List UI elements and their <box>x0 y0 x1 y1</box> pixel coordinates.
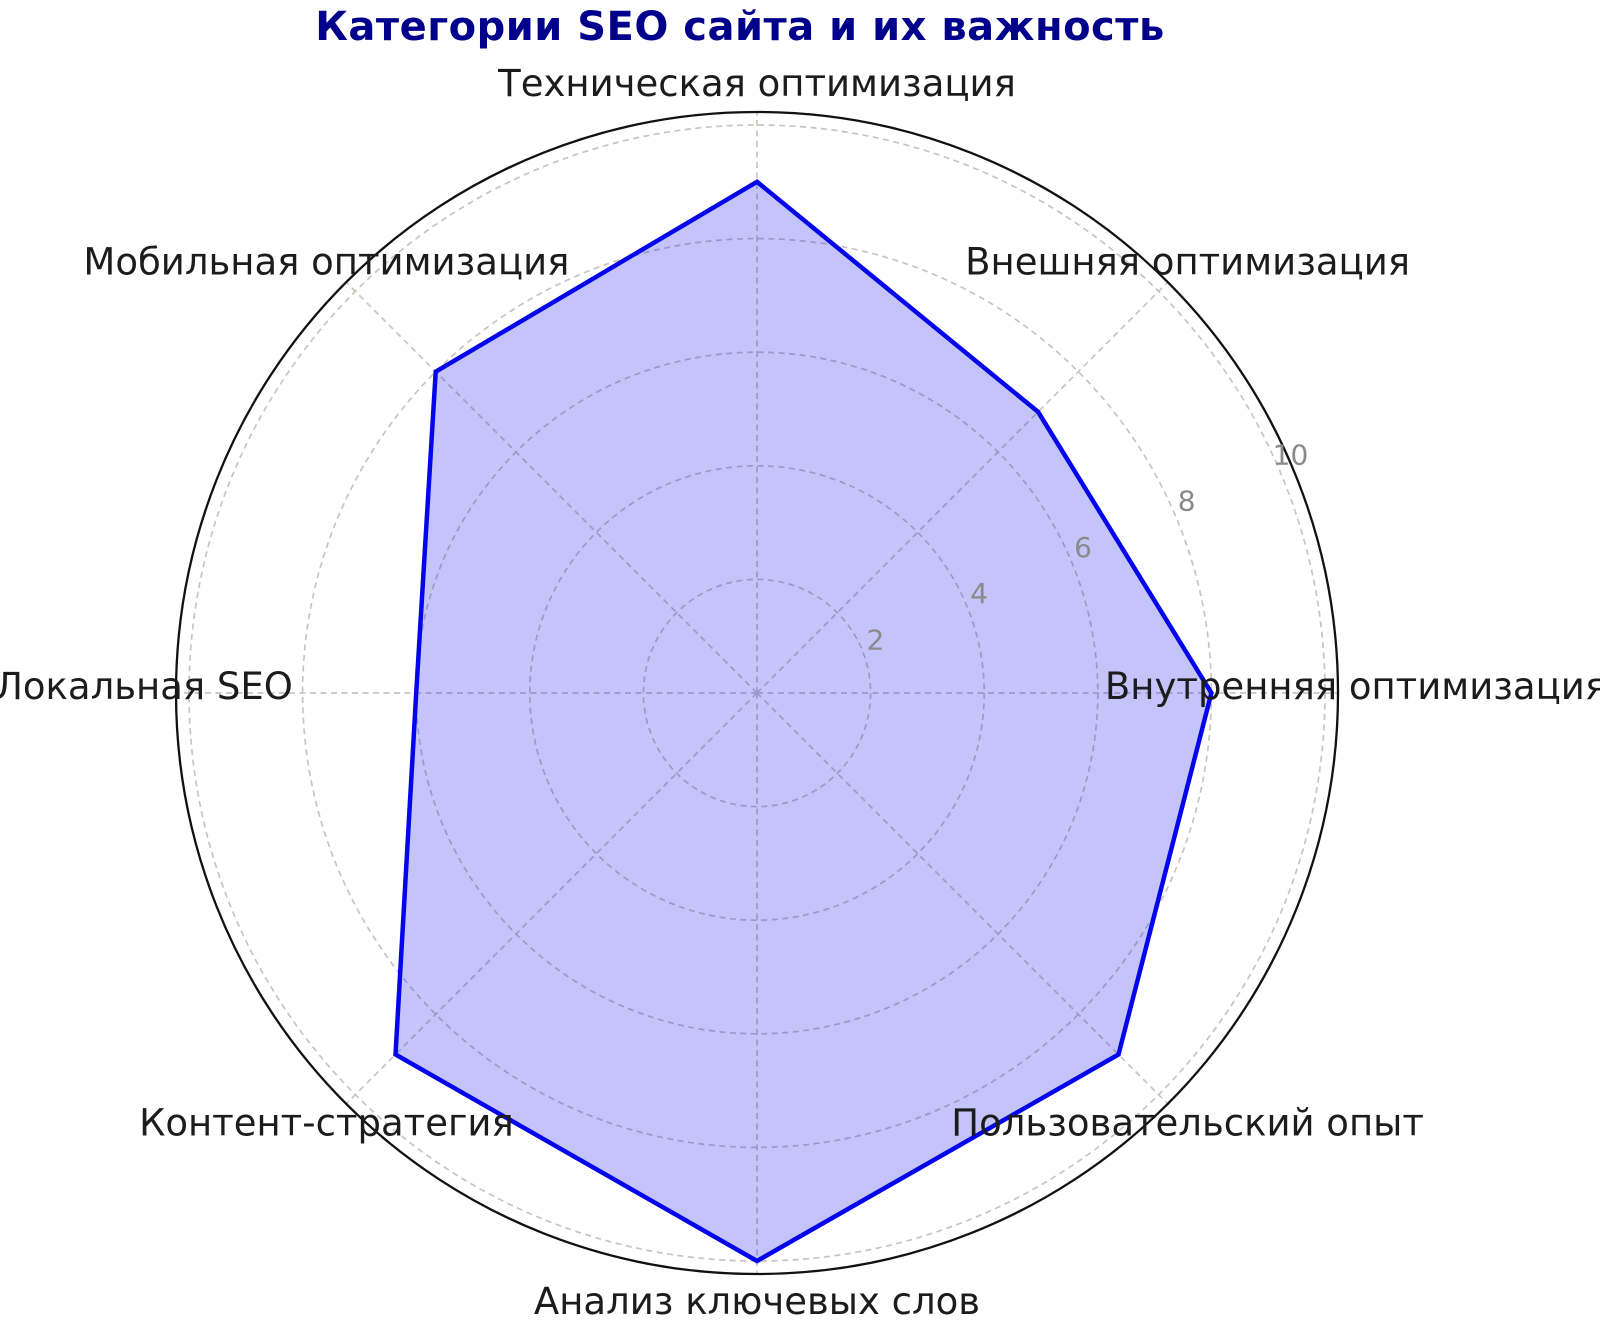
axis-spoke <box>756 281 1169 694</box>
radar-polygon <box>393 179 1214 1264</box>
axis-spoke <box>345 692 758 1105</box>
radial-tick-label: 8 <box>1178 485 1196 518</box>
grid-circle <box>528 464 986 922</box>
axis-label: Контент-стратегия <box>139 1102 514 1145</box>
axis-label: Техническая оптимизация <box>497 62 1016 105</box>
axis-label: Внутренняя оптимизация <box>1105 665 1600 708</box>
radial-tick-label: 6 <box>1074 531 1092 564</box>
axis-spoke <box>756 692 1169 1105</box>
chart-title: Категории SEO сайта и их важность <box>315 4 1165 50</box>
radial-tick-label: 2 <box>866 623 884 656</box>
axis-label: Пользовательский опыт <box>951 1102 1424 1145</box>
axis-label: Локальная SEO <box>0 665 293 708</box>
outer-boundary-circle <box>174 110 1340 1276</box>
axis-label: Внешняя оптимизация <box>965 240 1410 283</box>
axis-label: Мобильная оптимизация <box>83 240 569 283</box>
radial-tick-label: 4 <box>970 577 988 610</box>
radial-tick-label: 10 <box>1273 439 1309 472</box>
axis-label: Анализ ключевых слов <box>534 1280 980 1323</box>
grid-circle <box>642 578 872 808</box>
axis-spoke <box>345 281 758 694</box>
